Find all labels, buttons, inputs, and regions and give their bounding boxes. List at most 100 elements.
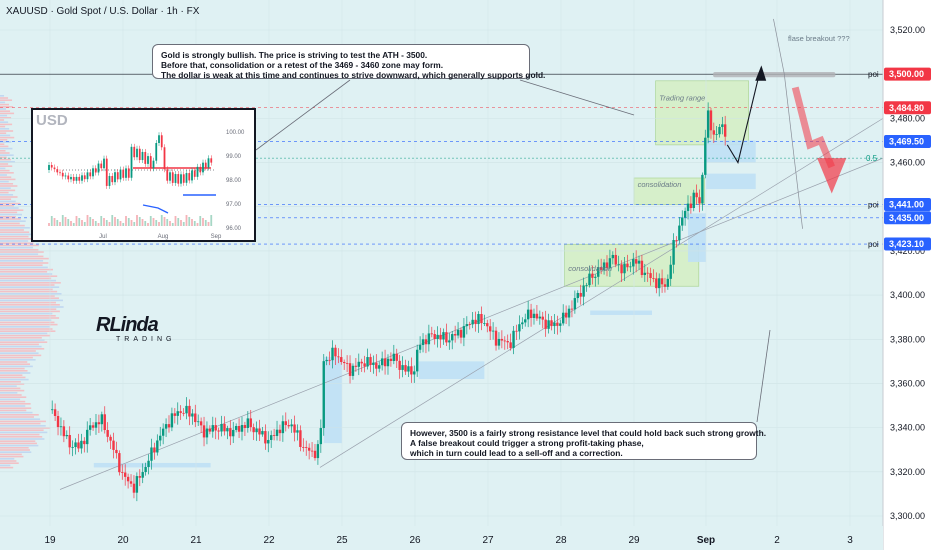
candle-body-92 [319,428,323,445]
candle-body-162 [524,319,527,323]
candle-body-94 [325,359,328,362]
candle-body-126 [418,345,422,350]
price-label-bg-3469.5 [884,135,931,149]
candle-body-21 [112,440,115,450]
price-label-3435: 3,435.00 [889,213,924,223]
svg-text:100.00: 100.00 [226,130,245,136]
candle-body-172 [553,322,556,327]
y-tick-3520: 3,520.00 [890,25,925,35]
candle-body-160 [518,324,521,332]
candle-body-11 [83,440,86,445]
candle-body-125 [415,349,419,372]
price-label-bg-3441 [884,198,931,212]
svg-text:96.00: 96.00 [226,226,242,232]
candle-body-30 [138,476,141,478]
candle-body-101 [345,363,349,364]
candle-body-123 [410,366,413,375]
x-tick-Sep: Sep [697,535,715,546]
candle-body-6 [68,435,71,448]
candle-body-121 [404,365,407,372]
annot-false-breakout: flase breakout ??? [788,34,850,43]
candle-body-155 [503,340,506,342]
candle-body-42 [173,413,177,416]
candle-body-81 [287,425,290,427]
chart-title: XAUUSD · Gold Spot / U.S. Dollar · 1h · … [6,6,200,17]
candle-body-182 [582,285,585,297]
candle-body-12 [86,429,89,445]
projection-path [726,74,760,164]
candle-body-187 [597,267,600,277]
candle-body-35 [153,447,156,453]
price-label-3423.1: 3,423.10 [889,239,924,249]
candle-body-41 [170,413,174,428]
candle-body-84 [296,430,299,433]
candle-body-1 [53,409,57,416]
y-tick-3400: 3,400.00 [890,290,925,300]
candle-body-143 [468,324,471,325]
candle-body-144 [471,319,474,325]
candle-body-145 [474,319,477,325]
candle-body-23 [118,453,121,473]
candle-body-127 [421,339,425,346]
candle-body-107 [363,363,366,367]
candle-body-112 [378,365,381,369]
candle-body-183 [585,285,588,286]
annot-trading-range: Trading range [659,94,705,103]
candle-body-211 [666,278,670,287]
zone-blue-5 [418,361,485,380]
candle-body-207 [655,278,658,289]
candle-body-67 [246,418,250,429]
resistance-band [713,71,836,78]
y-tick-3360: 3,360.00 [890,378,925,388]
candle-body-198 [629,266,632,268]
candle-body-102 [348,363,352,376]
candle-body-193 [614,254,617,265]
candle-body-17 [100,414,104,425]
y-tick-3480: 3,480.00 [890,113,925,123]
candle-body-14 [91,425,95,428]
candle-body-79 [281,421,285,434]
candle-body-133 [439,334,442,340]
candle-body-141 [462,326,466,338]
callout-top-line-1: Gold is strongly bullish. The price is s… [161,50,428,60]
candle-body-132 [436,334,439,339]
candle-body-61 [229,428,232,437]
candle-body-208 [658,278,661,289]
candle-body-224 [704,137,707,175]
inset-mini-chart: 100.00 99.00 98.00 97.00 96.00 Jul Aug Sep [48,130,245,240]
x-tick-26: 26 [409,535,421,546]
candle-body-15 [94,422,98,428]
projection-arrowhead [755,65,767,81]
candle-body-169 [544,319,547,329]
candle-body-221 [695,192,698,198]
candle-body-25 [123,472,127,477]
candle-body-163 [526,309,530,320]
price-label-3469.5: 3,469.50 [889,137,924,147]
candle-body-115 [386,358,390,367]
price-label-3484.8: 3,484.80 [889,103,924,113]
candle-body-215 [678,225,681,241]
candle-body-73 [264,431,267,444]
candle-body-114 [383,358,387,367]
candle-body-166 [535,313,539,319]
callout-top-line-3: The dollar is weak at this time and cont… [161,70,546,80]
price-label-bg-3423.1 [884,237,931,251]
candle-body-168 [541,316,544,320]
candle-body-49 [194,413,197,423]
candle-body-100 [342,361,346,364]
candle-body-75 [269,435,273,440]
candle-body-26 [126,476,130,482]
annot-fib: 0.5 [866,154,878,163]
candle-body-214 [675,240,678,241]
zone-blue-4 [323,356,342,444]
candle-body-96 [331,347,334,361]
candle-body-69 [252,427,255,433]
x-tick-3: 3 [847,535,853,546]
candle-body-216 [681,217,684,226]
candle-body-185 [591,273,594,278]
candle-body-5 [65,435,68,437]
candle-body-139 [456,329,460,336]
candle-body-0 [50,409,54,411]
annot-consolidation-lower: consolidation [568,264,612,273]
